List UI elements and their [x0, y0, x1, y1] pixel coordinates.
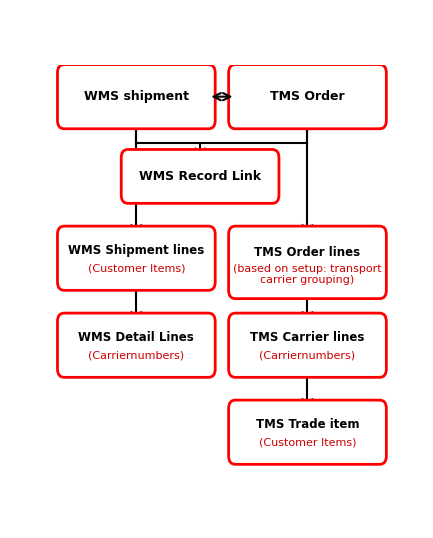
Text: (Customer Items): (Customer Items) — [87, 264, 185, 274]
FancyBboxPatch shape — [229, 313, 386, 377]
FancyBboxPatch shape — [58, 65, 215, 129]
Text: (Carriernumbers): (Carriernumbers) — [88, 351, 184, 360]
Text: TMS Trade item: TMS Trade item — [256, 417, 359, 430]
Text: WMS Shipment lines: WMS Shipment lines — [68, 244, 204, 257]
FancyBboxPatch shape — [229, 226, 386, 299]
FancyBboxPatch shape — [121, 150, 279, 203]
FancyBboxPatch shape — [229, 400, 386, 464]
Text: (Carriernumbers): (Carriernumbers) — [259, 351, 355, 360]
Text: WMS Record Link: WMS Record Link — [139, 170, 261, 183]
Text: WMS Detail Lines: WMS Detail Lines — [78, 331, 194, 344]
FancyBboxPatch shape — [229, 65, 386, 129]
Text: (Customer Items): (Customer Items) — [259, 438, 356, 448]
FancyBboxPatch shape — [58, 313, 215, 377]
Text: TMS Order lines: TMS Order lines — [255, 246, 361, 259]
FancyBboxPatch shape — [58, 226, 215, 291]
Text: TMS Order: TMS Order — [270, 90, 345, 103]
Text: TMS Carrier lines: TMS Carrier lines — [250, 331, 365, 344]
Text: (based on setup: transport
carrier grouping): (based on setup: transport carrier group… — [233, 264, 382, 286]
Text: WMS shipment: WMS shipment — [84, 90, 189, 103]
